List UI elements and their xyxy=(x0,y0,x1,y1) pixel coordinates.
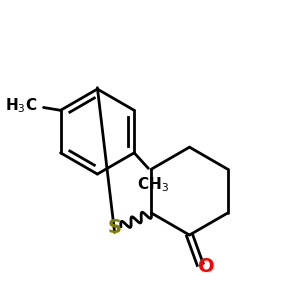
Text: O: O xyxy=(198,257,215,276)
Text: H$_3$C: H$_3$C xyxy=(5,97,37,116)
Text: CH$_3$: CH$_3$ xyxy=(136,176,169,194)
Text: S: S xyxy=(108,218,122,237)
